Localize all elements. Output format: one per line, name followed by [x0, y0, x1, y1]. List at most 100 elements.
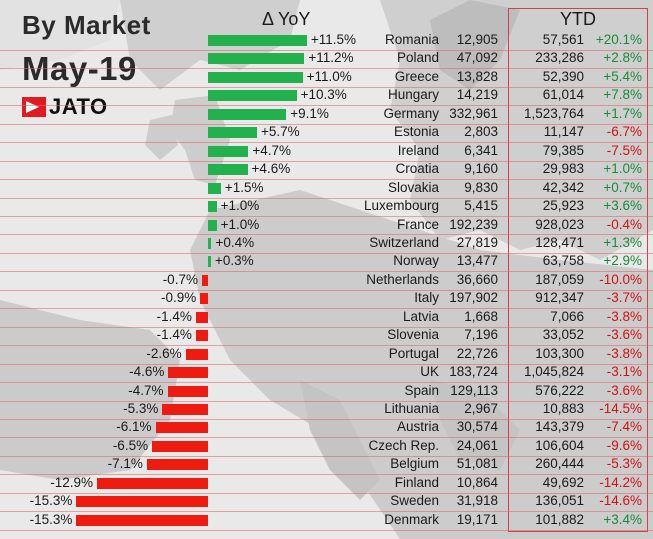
ytd-change-7: +1.0% [603, 161, 642, 177]
ytd-column-frame [508, 8, 648, 532]
yoy-label-15: -1.4% [156, 308, 192, 324]
ytd-value-20: 10,883 [542, 401, 584, 416]
may-value-24: 10,864 [456, 474, 498, 490]
yoy-label-1: +11.2% [308, 50, 354, 66]
market-name-23: Belgium [390, 456, 439, 472]
yoy-label-5: +5.7% [261, 124, 300, 140]
market-name-18: UK [420, 364, 439, 380]
may-value-4: 332,961 [449, 105, 498, 121]
ytd-value-2: 52,390 [542, 68, 584, 84]
yoy-label-6: +4.7% [252, 142, 292, 158]
may-value-11: 27,819 [456, 234, 498, 250]
market-name-5: Estonia [393, 124, 439, 140]
yoy-bar-16 [195, 330, 208, 342]
yoy-bar-13 [201, 274, 208, 286]
ytd-value-26: 101,882 [535, 511, 584, 527]
ytd-value-19: 576,222 [535, 382, 584, 398]
yoy-label-3: +10.3% [300, 87, 347, 103]
ytd-value-21: 143,379 [535, 419, 584, 435]
may-value-7: 9,160 [464, 161, 498, 177]
ytd-value-14: 912,347 [535, 290, 584, 306]
yoy-bar-14 [200, 293, 208, 305]
market-name-4: Germany [383, 105, 439, 121]
yoy-label-19: -4.7% [128, 382, 164, 398]
ytd-change-8: +0.7% [603, 179, 642, 195]
yoy-label-7: +4.6% [251, 161, 291, 177]
may-value-12: 13,477 [456, 253, 498, 269]
ytd-change-5: -6.7% [606, 124, 642, 140]
may-value-3: 14,219 [456, 87, 498, 103]
yoy-label-12: +0.3% [215, 253, 254, 269]
ytd-change-21: -7.4% [606, 419, 642, 435]
market-name-24: Finland [394, 474, 439, 490]
market-name-16: Slovenia [387, 327, 439, 343]
market-name-3: Hungary [387, 87, 439, 103]
yoy-bar-5 [208, 127, 258, 139]
ytd-change-4: +1.7% [603, 105, 642, 121]
ytd-value-5: 11,147 [543, 124, 584, 140]
may-value-26: 19,171 [456, 511, 498, 527]
ytd-value-3: 61,014 [542, 87, 584, 103]
may-value-1: 47,092 [456, 50, 498, 66]
yoy-bar-15 [195, 311, 208, 323]
ytd-value-25: 136,051 [535, 493, 584, 509]
row-separator [0, 49, 653, 51]
ytd-value-10: 928,023 [535, 216, 584, 232]
may-value-23: 51,081 [456, 456, 498, 472]
yoy-bar-8 [208, 182, 221, 194]
market-name-21: Austria [396, 419, 439, 435]
yoy-label-24: -12.9% [50, 474, 94, 490]
ytd-value-17: 103,300 [535, 345, 584, 361]
ytd-value-11: 128,471 [535, 234, 584, 250]
yoy-bar-22 [152, 440, 208, 452]
ytd-change-19: -3.6% [606, 382, 642, 398]
yoy-bar-1 [208, 53, 305, 65]
yoy-bar-21 [155, 422, 208, 434]
ytd-change-25: -14.6% [599, 493, 642, 509]
may-value-6: 6,341 [464, 142, 498, 158]
yoy-label-25: -15.3% [29, 493, 73, 509]
ytd-value-4: 1,523,764 [523, 105, 584, 121]
ytd-value-0: 57,561 [542, 32, 584, 47]
row-separator [0, 252, 653, 254]
market-name-12: Norway [393, 253, 439, 269]
ytd-value-12: 63,758 [542, 253, 584, 269]
may-value-21: 30,574 [456, 419, 498, 435]
may-value-0: 12,905 [456, 32, 498, 47]
row-separator [0, 511, 653, 513]
ytd-column-heading: YTD [560, 9, 596, 29]
logo-text: JATO [49, 94, 108, 119]
may-value-18: 183,724 [449, 364, 498, 380]
ytd-change-3: +7.8% [603, 87, 642, 103]
row-separator [0, 492, 653, 494]
ytd-change-16: -3.6% [606, 327, 642, 343]
may-value-15: 1,668 [464, 308, 498, 324]
row-separator [0, 400, 653, 402]
market-name-26: Denmark [384, 511, 439, 527]
ytd-change-23: -5.3% [606, 456, 642, 472]
yoy-label-4: +9.1% [290, 105, 329, 121]
ytd-value-7: 29,983 [542, 161, 584, 177]
yoy-bar-12 [208, 256, 211, 268]
yoy-label-2: +11.0% [306, 68, 352, 84]
market-name-1: Poland [396, 50, 439, 66]
ytd-value-16: 33,052 [542, 327, 584, 343]
jato-logo: JATO [22, 94, 108, 119]
may-value-5: 2,803 [464, 124, 498, 140]
may-value-13: 36,660 [456, 271, 498, 287]
may-value-20: 2,967 [464, 401, 498, 416]
row-separator [0, 308, 653, 310]
row-separator [0, 234, 653, 236]
yoy-label-13: -0.7% [162, 271, 198, 287]
yoy-label-9: +1.0% [220, 198, 260, 214]
may-value-14: 197,902 [449, 290, 498, 306]
ytd-change-9: +3.6% [603, 198, 642, 214]
ytd-change-12: +2.9% [603, 253, 642, 269]
yoy-bar-19 [167, 385, 208, 397]
yoy-bar-4 [208, 108, 287, 120]
ytd-change-13: -10.0% [599, 271, 642, 287]
row-separator [0, 179, 653, 181]
market-name-22: Czech Rep. [368, 437, 439, 453]
ytd-change-2: +5.4% [603, 68, 642, 84]
row-separator [0, 289, 653, 291]
